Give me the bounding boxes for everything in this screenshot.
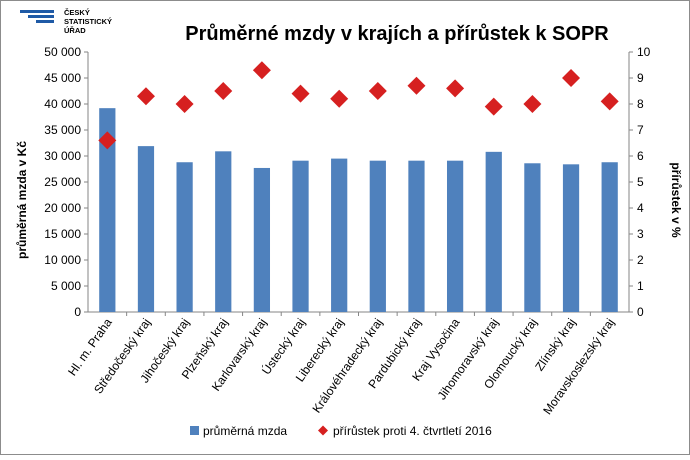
y2-tick-label: 5 [637, 175, 644, 189]
point-prirustek [484, 97, 503, 116]
logo-text-line3: ÚŘAD [64, 26, 86, 35]
legend-label-prumerna-mzda: průměrná mzda [203, 424, 287, 438]
y2-tick-label: 6 [637, 149, 644, 163]
y-tick-label: 15 000 [44, 227, 81, 241]
legend-label-prirustek: přírůstek proti 4. čtvrtletí 2016 [333, 424, 492, 438]
y-tick-label: 30 000 [44, 149, 81, 163]
logo-bar-2 [28, 15, 54, 18]
y-tick-label: 40 000 [44, 97, 81, 111]
y-tick-label: 20 000 [44, 201, 81, 215]
y2-tick-label: 2 [637, 253, 644, 267]
y2-tick-label: 9 [637, 71, 644, 85]
bar-prumerna-mzda [292, 160, 309, 312]
bar-prumerna-mzda [485, 151, 502, 312]
logo-text-line1: ČESKÝ [64, 8, 90, 17]
csu-logo: ČESKÝ STATISTICKÝ ÚŘAD [20, 8, 112, 35]
bar-prumerna-mzda [137, 146, 155, 312]
y-tick-label: 10 000 [44, 253, 81, 267]
y-tick-label: 45 000 [44, 71, 81, 85]
point-prirustek [330, 89, 349, 108]
point-prirustek [368, 82, 387, 100]
bar-prumerna-mzda [176, 162, 193, 312]
y2-tick-label: 8 [637, 97, 644, 111]
bar-prumerna-mzda [215, 151, 232, 312]
logo-bar-1 [20, 10, 54, 13]
bar-prumerna-mzda [99, 108, 116, 312]
y2-tick-label: 4 [637, 201, 644, 215]
point-prirustek [291, 84, 310, 103]
point-prirustek [562, 69, 581, 87]
point-prirustek [600, 92, 619, 111]
bar-prumerna-mzda [446, 160, 464, 312]
point-prirustek [523, 95, 542, 113]
bar-prumerna-mzda [601, 162, 618, 312]
legend-swatch-prirustek [318, 425, 328, 436]
bar-prumerna-mzda [369, 160, 386, 312]
y-axis-title: průměrná mzda v Kč [15, 141, 29, 259]
y-tick-label: 50 000 [44, 45, 81, 59]
point-prirustek [407, 76, 426, 95]
legend: průměrná mzda přírůstek proti 4. čtvrtlet… [190, 424, 492, 438]
y2-tick-label: 0 [637, 305, 644, 319]
y2-tick-label: 1 [637, 279, 644, 293]
point-prirustek [214, 82, 233, 100]
y-tick-label: 25 000 [44, 175, 81, 189]
bar-prumerna-mzda [253, 167, 271, 312]
bar-prumerna-mzda [562, 164, 580, 312]
logo-text-line2: STATISTICKÝ [64, 17, 112, 26]
y2-tick-label: 7 [637, 123, 644, 137]
y2-tick-label: 3 [637, 227, 644, 241]
point-prirustek [175, 95, 194, 113]
bar-prumerna-mzda [331, 158, 348, 312]
point-prirustek [98, 131, 117, 150]
y-tick-label: 5 000 [51, 279, 81, 293]
point-prirustek [252, 61, 271, 80]
logo-bar-3 [36, 20, 54, 23]
y2-axis-title: přírůstek v % [669, 162, 683, 238]
point-prirustek [446, 79, 465, 98]
bar-prumerna-mzda [524, 163, 541, 312]
bar-prumerna-mzda [408, 160, 425, 312]
y-tick-label: 0 [74, 305, 81, 319]
y2-tick-label: 10 [637, 45, 651, 59]
point-prirustek [136, 87, 155, 106]
legend-swatch-prumerna-mzda [190, 426, 199, 435]
chart-title: Průměrné mzdy v krajích a přírůstek k SO… [185, 23, 609, 45]
y-tick-label: 35 000 [44, 123, 81, 137]
